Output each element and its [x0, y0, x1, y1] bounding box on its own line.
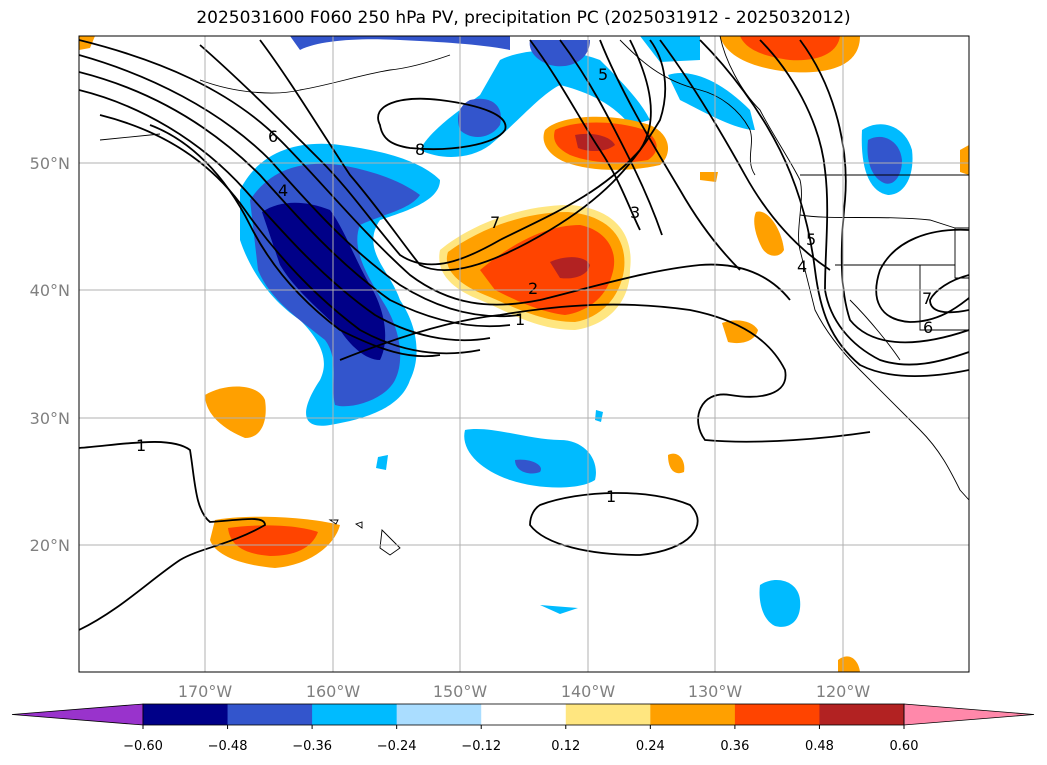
contour-label-4b: 4 — [797, 257, 807, 276]
gridlines — [79, 36, 969, 672]
lat-label-20n: 20°N — [30, 536, 70, 555]
map-plot-area: 6 4 8 5 7 3 2 1 5 4 7 6 1 1 — [79, 36, 969, 672]
lon-label-150w: 150°W — [433, 682, 488, 701]
colorbar-tick-label: 0.12 — [551, 739, 580, 754]
colorbar-extend-high — [903, 703, 1035, 726]
latitude-labels: 50°N 40°N 30°N 20°N — [30, 154, 70, 555]
colorbar-segment — [481, 704, 567, 725]
lon-label-140w: 140°W — [561, 682, 616, 701]
contour-label-7b: 7 — [922, 289, 932, 308]
colorbar-segment — [396, 704, 482, 725]
contour-label-7: 7 — [490, 213, 500, 232]
colorbar-segment — [734, 704, 820, 725]
contour-label-1: 1 — [515, 310, 525, 329]
contour-label-6b: 6 — [923, 318, 933, 337]
contour-label-6: 6 — [268, 127, 278, 146]
lon-label-160w: 160°W — [306, 682, 361, 701]
lon-label-130w: 130°W — [688, 682, 743, 701]
contour-label-8: 8 — [415, 140, 425, 159]
colorbar-tick-label: 0.60 — [890, 739, 919, 754]
colorbar-tick-label: 0.24 — [636, 739, 665, 754]
coastlines — [99, 36, 969, 556]
colorbar-extend-low — [11, 703, 144, 726]
lat-label-30n: 30°N — [30, 409, 70, 428]
colorbar-segments — [11, 703, 1035, 726]
colorbar: −0.60 −0.48 −0.36 −0.24 −0.12 0.12 0.24 0.36 0.4… — [11, 703, 1035, 754]
contour-label-group: 6 4 8 5 7 3 2 1 5 4 7 6 1 1 — [136, 65, 933, 506]
contour-label-1b: 1 — [136, 436, 146, 455]
contour-label-3: 3 — [630, 203, 640, 222]
colorbar-segment — [565, 704, 651, 725]
contour-label-5: 5 — [598, 65, 608, 84]
lon-label-170w: 170°W — [178, 682, 233, 701]
colorbar-tick-label: −0.48 — [208, 739, 248, 754]
contour-label-2: 2 — [528, 279, 538, 298]
map-title: 2025031600 F060 250 hPa PV, precipitatio… — [196, 8, 851, 28]
colorbar-tick-label: −0.60 — [123, 739, 163, 754]
colorbar-segment — [312, 704, 398, 725]
contour-label-4: 4 — [278, 181, 288, 200]
colorbar-tick-label: −0.12 — [461, 739, 501, 754]
positive-pv-shading — [79, 36, 969, 672]
contour-label-5b: 5 — [806, 230, 816, 249]
lon-label-120w: 120°W — [816, 682, 871, 701]
colorbar-segment — [227, 704, 313, 725]
lat-label-40n: 40°N — [30, 281, 70, 300]
colorbar-segment — [143, 704, 229, 725]
colorbar-ticks: −0.60 −0.48 −0.36 −0.24 −0.12 0.12 0.24 0.36 0.4… — [123, 725, 918, 754]
pv-contours — [79, 39, 969, 631]
longitude-labels: 170°W 160°W 150°W 140°W 130°W 120°W — [178, 682, 871, 701]
contour-label-1c: 1 — [606, 487, 616, 506]
colorbar-outline — [142, 703, 905, 726]
colorbar-tick-label: 0.36 — [720, 739, 749, 754]
colorbar-segment — [819, 704, 905, 725]
lat-label-50n: 50°N — [30, 154, 70, 173]
colorbar-tick-label: −0.24 — [377, 739, 417, 754]
map-frame — [78, 35, 970, 673]
colorbar-tick-label: −0.36 — [292, 739, 332, 754]
colorbar-segment — [650, 704, 736, 725]
colorbar-tick-label: 0.48 — [805, 739, 834, 754]
